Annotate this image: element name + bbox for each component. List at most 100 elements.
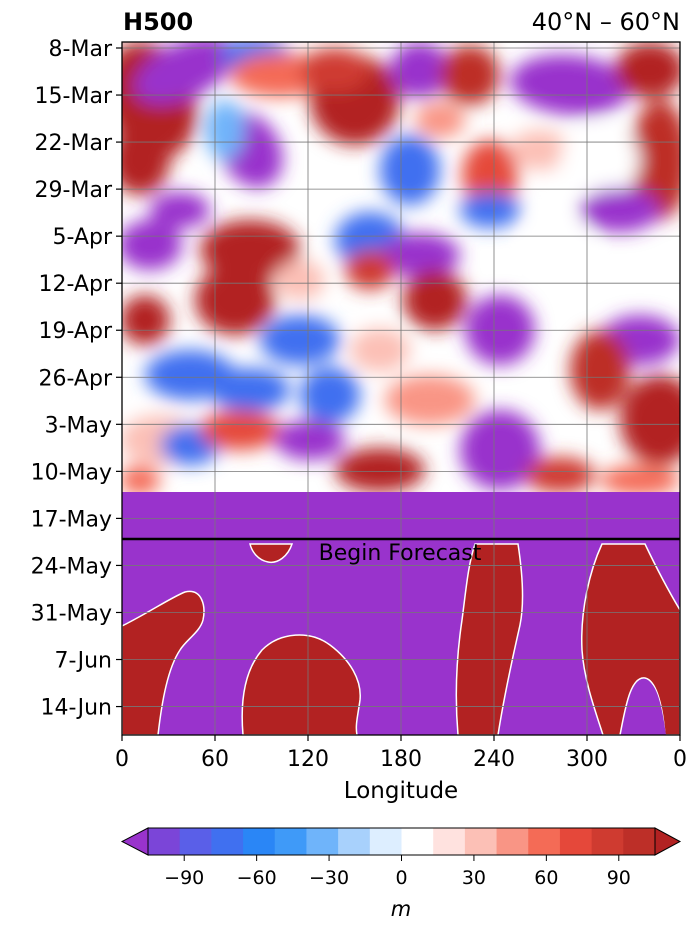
anomaly-blob — [615, 42, 680, 98]
forecast-blob — [241, 634, 361, 735]
colorbar-segment — [243, 828, 276, 855]
anomaly-blob — [380, 233, 460, 277]
y-tick-label: 17-May — [31, 507, 112, 532]
colorbar-segment — [338, 828, 371, 855]
y-tick-label: 7-Jun — [54, 649, 112, 674]
x-tick-label: 180 — [380, 747, 422, 772]
colorbar-segment — [528, 828, 561, 855]
anomaly-blob — [122, 295, 170, 345]
colorbar-tick-label: −30 — [309, 867, 349, 889]
y-tick-label: 22-Mar — [35, 131, 113, 156]
colorbar-segment — [496, 828, 529, 855]
y-tick-label: 12-Apr — [38, 272, 112, 297]
begin-forecast-label: Begin Forecast — [319, 541, 482, 566]
x-axis: 0 60 120 180 240 300 0 — [115, 735, 687, 772]
anomaly-blob — [510, 130, 570, 170]
forecast-blob — [122, 590, 205, 735]
anomaly-blob — [460, 192, 520, 228]
anomaly-blob — [620, 375, 680, 465]
colorbar-ticks: −90 −60 −30 0 30 60 90 — [164, 855, 631, 889]
colorbar-segment — [274, 828, 307, 855]
x-tick-label: 120 — [287, 747, 329, 772]
anomaly-blob — [580, 188, 660, 232]
anomaly-blob — [570, 330, 630, 410]
anomaly-blob — [200, 410, 280, 450]
anomaly-blob — [150, 192, 210, 228]
anomaly-blob — [345, 250, 395, 290]
anomaly-blob — [415, 102, 465, 138]
anomaly-blob — [335, 448, 425, 492]
colorbar-tick-label: 30 — [462, 867, 486, 889]
colorbar — [120, 827, 682, 856]
colorbar-extend-max — [654, 827, 682, 856]
anomaly-blob — [300, 48, 370, 92]
colorbar-unit: m — [391, 897, 411, 921]
y-tick-label: 3-May — [45, 413, 112, 438]
anomaly-blob — [122, 465, 160, 492]
colorbar-segment — [464, 828, 498, 855]
y-tick-label: 24-May — [31, 554, 112, 579]
y-tick-label: 5-Apr — [52, 225, 112, 250]
y-axis: 8-Mar 15-Mar 22-Mar 29-Mar 5-Apr 12-Apr 19-Apr… — [31, 37, 122, 721]
anomaly-blob — [275, 420, 345, 460]
colorbar-tick-label: −60 — [237, 867, 277, 889]
chart-region-label: 40°N – 60°N — [531, 8, 680, 36]
y-tick-label: 31-May — [31, 601, 112, 626]
colorbar-segment — [623, 828, 656, 855]
colorbar-segment — [401, 828, 434, 855]
x-axis-title: Longitude — [344, 778, 458, 804]
forecast-blob — [249, 543, 294, 564]
anomaly-blob — [510, 54, 630, 116]
y-tick-label: 26-Apr — [38, 366, 112, 391]
chart-title: H500 — [123, 8, 194, 36]
anomaly-blob — [440, 45, 500, 105]
x-tick-label: 60 — [201, 747, 229, 772]
colorbar-tick-label: 60 — [534, 867, 558, 889]
colorbar-tick-label: −90 — [164, 867, 204, 889]
anomaly-blob — [530, 215, 590, 265]
anomaly-blob — [600, 465, 680, 492]
anomaly-blob — [122, 220, 182, 270]
anomaly-blob — [195, 265, 275, 335]
anomaly-blob — [630, 100, 680, 220]
y-tick-label: 14-Jun — [40, 696, 112, 721]
anomaly-blob — [390, 42, 450, 98]
anomaly-blob — [462, 140, 518, 210]
x-tick-label: 0 — [115, 747, 129, 772]
x-tick-label: 300 — [566, 747, 608, 772]
y-tick-label: 19-Apr — [38, 319, 112, 344]
y-tick-label: 15-Mar — [35, 84, 113, 109]
anomaly-blob — [300, 367, 360, 423]
anomaly-blob — [403, 270, 467, 330]
anomaly-blob — [200, 220, 300, 280]
colorbar-segment — [559, 828, 593, 855]
colorbar-segment — [179, 828, 212, 855]
y-tick-label: 29-Mar — [35, 178, 113, 203]
forecast-field — [122, 543, 680, 735]
colorbar-segment — [591, 828, 624, 855]
anomaly-blob — [380, 135, 440, 205]
x-tick-label: 240 — [473, 747, 515, 772]
anomaly-blob — [260, 315, 340, 365]
forecast-blob — [622, 681, 666, 735]
anomaly-blob — [275, 260, 325, 300]
anomaly-field — [122, 42, 680, 492]
colorbar-extend-min — [120, 827, 149, 856]
colorbar-segment — [148, 828, 181, 855]
colorbar-tick-label: 90 — [607, 867, 631, 889]
colorbar-segment — [433, 828, 466, 855]
anomaly-blob — [385, 375, 475, 425]
anomaly-blob — [122, 125, 170, 195]
x-tick-label: 0 — [673, 747, 687, 772]
y-tick-label: 8-Mar — [49, 37, 113, 62]
y-tick-label: 10-May — [31, 460, 112, 485]
anomaly-blob — [350, 328, 410, 372]
anomaly-blob — [205, 100, 245, 160]
anomaly-blob — [133, 42, 237, 105]
anomaly-blob — [460, 410, 540, 490]
colorbar-segment — [306, 828, 339, 855]
anomaly-blob — [560, 125, 640, 195]
colorbar-segment — [369, 828, 402, 855]
forecast-blob — [580, 543, 680, 735]
